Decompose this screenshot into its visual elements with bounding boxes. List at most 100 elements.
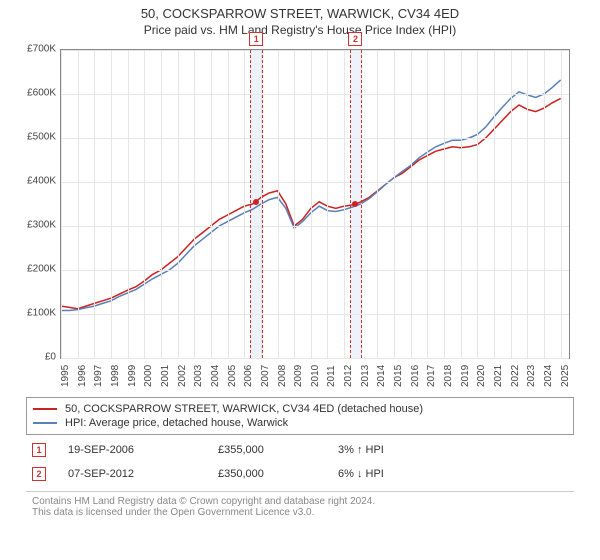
x-tick-label: 2008	[277, 365, 288, 387]
x-tick-label: 2022	[510, 365, 521, 387]
gridline-v	[294, 50, 295, 358]
sale-marker-box: 1	[32, 443, 46, 457]
x-tick-label: 2001	[160, 365, 171, 387]
x-tick-label: 2025	[560, 365, 571, 387]
legend-row: HPI: Average price, detached house, Warw…	[33, 416, 567, 430]
x-tick-label: 2016	[410, 365, 421, 387]
gridline-v	[78, 50, 79, 358]
x-tick-label: 2005	[227, 365, 238, 387]
footer-line: Contains HM Land Registry data © Crown c…	[32, 496, 568, 507]
sale-price: £350,000	[218, 468, 338, 480]
sale-band-edge	[262, 50, 263, 358]
x-tick-label: 2021	[493, 365, 504, 387]
gridline-h	[61, 270, 569, 271]
footer: Contains HM Land Registry data © Crown c…	[26, 491, 574, 518]
x-tick-label: 2007	[260, 365, 271, 387]
x-tick-label: 2013	[360, 365, 371, 387]
y-tick-label: £0	[18, 352, 56, 363]
sale-marker-dot	[253, 199, 259, 205]
y-tick-label: £200K	[18, 264, 56, 275]
legend-row: 50, COCKSPARROW STREET, WARWICK, CV34 4E…	[33, 402, 567, 416]
gridline-h	[61, 358, 569, 359]
x-tick-label: 2017	[426, 365, 437, 387]
sale-marker-box: 1	[249, 32, 263, 46]
chart-container: £0£100K£200K£300K£400K£500K£600K£700K 12…	[20, 43, 580, 393]
sale-marker-dot	[352, 201, 358, 207]
gridline-v	[194, 50, 195, 358]
y-tick-label: £400K	[18, 176, 56, 187]
gridline-v	[411, 50, 412, 358]
gridline-v	[494, 50, 495, 358]
gridline-h	[61, 94, 569, 95]
x-tick-label: 2010	[310, 365, 321, 387]
chart-title: 50, COCKSPARROW STREET, WARWICK, CV34 4E…	[0, 6, 600, 21]
chart-header: 50, COCKSPARROW STREET, WARWICK, CV34 4E…	[0, 0, 600, 39]
x-tick-label: 1998	[110, 365, 121, 387]
legend: 50, COCKSPARROW STREET, WARWICK, CV34 4E…	[26, 397, 574, 435]
gridline-h	[61, 314, 569, 315]
sale-band-edge	[361, 50, 362, 358]
x-tick-label: 2023	[526, 365, 537, 387]
x-tick-label: 2011	[326, 365, 337, 387]
gridline-v	[544, 50, 545, 358]
footer-line: This data is licensed under the Open Gov…	[32, 507, 568, 518]
gridline-v	[377, 50, 378, 358]
gridline-v	[527, 50, 528, 358]
sale-marker-box: 2	[348, 32, 362, 46]
x-tick-label: 2012	[343, 365, 354, 387]
sale-row: 1 19-SEP-2006 £355,000 3% ↑ HPI	[26, 441, 574, 459]
x-tick-label: 1996	[77, 365, 88, 387]
gridline-v	[144, 50, 145, 358]
gridline-v	[211, 50, 212, 358]
gridline-v	[344, 50, 345, 358]
x-tick-label: 2002	[177, 365, 188, 387]
x-tick-label: 1999	[127, 365, 138, 387]
gridline-v	[311, 50, 312, 358]
gridline-v	[511, 50, 512, 358]
gridline-v	[427, 50, 428, 358]
gridline-v	[111, 50, 112, 358]
sale-marker-box: 2	[32, 467, 46, 481]
gridline-v	[128, 50, 129, 358]
y-tick-label: £700K	[18, 44, 56, 55]
gridline-h	[61, 182, 569, 183]
gridline-v	[327, 50, 328, 358]
x-tick-label: 2009	[293, 365, 304, 387]
gridline-v	[278, 50, 279, 358]
x-tick-label: 2019	[460, 365, 471, 387]
y-tick-label: £600K	[18, 88, 56, 99]
sale-row: 2 07-SEP-2012 £350,000 6% ↓ HPI	[26, 465, 574, 483]
x-tick-label: 2014	[376, 365, 387, 387]
x-tick-label: 2015	[393, 365, 404, 387]
sale-band-edge	[350, 50, 351, 358]
gridline-h	[61, 226, 569, 227]
sale-date: 19-SEP-2006	[68, 444, 218, 456]
chart-subtitle: Price paid vs. HM Land Registry's House …	[0, 23, 600, 37]
sale-delta: 6% ↓ HPI	[338, 468, 568, 480]
sale-price: £355,000	[218, 444, 338, 456]
sale-band-edge	[250, 50, 251, 358]
gridline-v	[178, 50, 179, 358]
gridline-v	[477, 50, 478, 358]
y-axis-labels: £0£100K£200K£300K£400K£500K£600K£700K	[20, 49, 58, 359]
gridline-v	[161, 50, 162, 358]
gridline-v	[228, 50, 229, 358]
gridline-v	[94, 50, 95, 358]
gridline-v	[444, 50, 445, 358]
x-axis-labels: 1995199619971998199920002001200220032004…	[60, 361, 570, 401]
x-tick-label: 2004	[210, 365, 221, 387]
sale-delta: 3% ↑ HPI	[338, 444, 568, 456]
y-tick-label: £300K	[18, 220, 56, 231]
gridline-h	[61, 138, 569, 139]
x-tick-label: 2006	[243, 365, 254, 387]
x-tick-label: 1997	[93, 365, 104, 387]
gridline-v	[561, 50, 562, 358]
x-tick-label: 2003	[193, 365, 204, 387]
x-tick-label: 2020	[476, 365, 487, 387]
x-tick-label: 2018	[443, 365, 454, 387]
y-tick-label: £100K	[18, 308, 56, 319]
gridline-v	[394, 50, 395, 358]
plot-area: 12	[60, 49, 570, 359]
legend-label: 50, COCKSPARROW STREET, WARWICK, CV34 4E…	[65, 403, 423, 415]
chart-lines	[61, 50, 569, 358]
